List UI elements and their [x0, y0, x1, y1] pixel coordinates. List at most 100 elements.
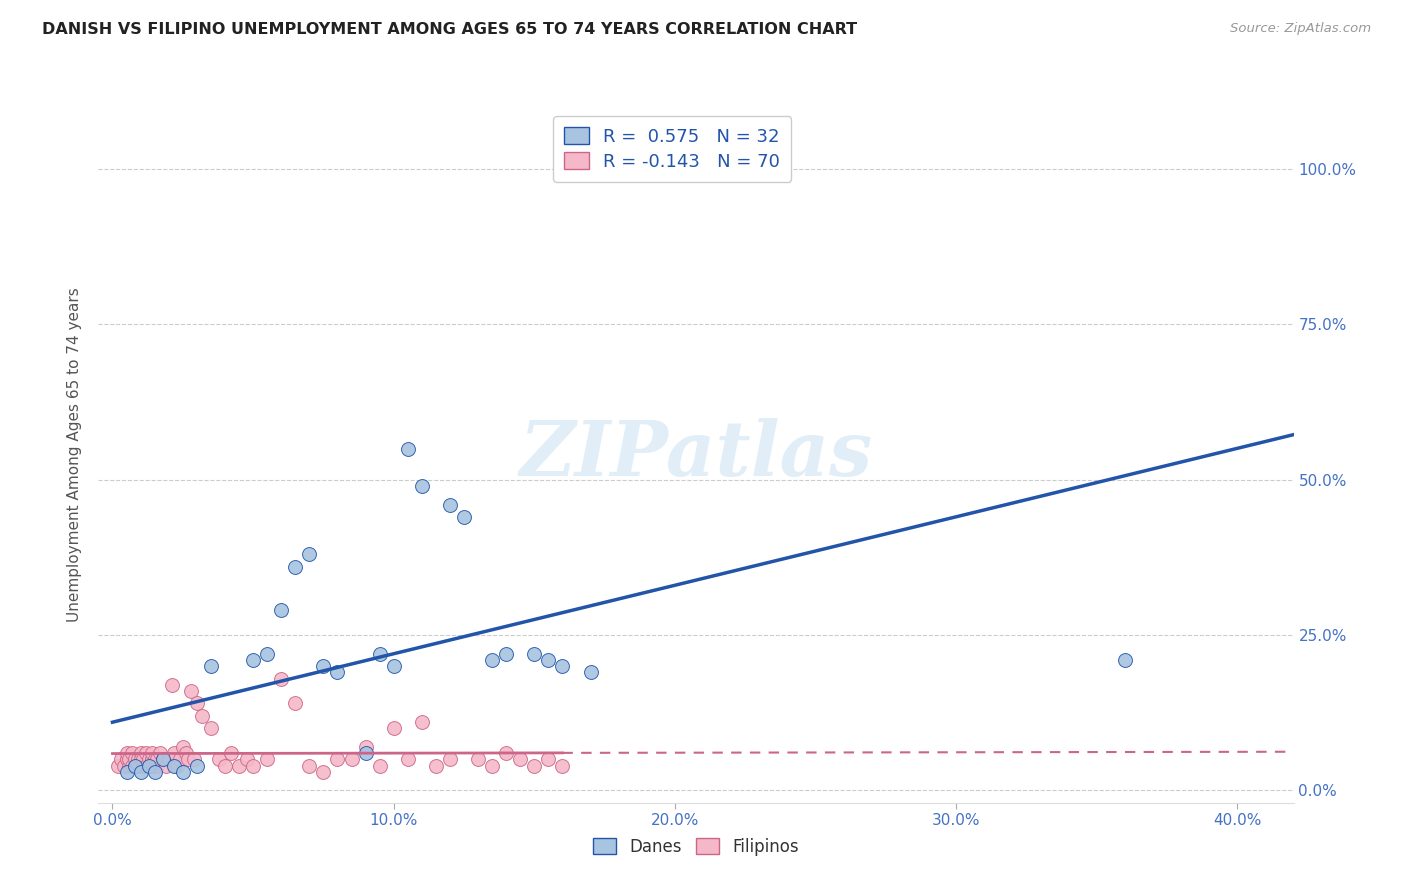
Point [242, 758, 264, 772]
Point [180, 684, 202, 698]
Point [163, 746, 186, 760]
Point [382, 659, 405, 673]
Point [121, 746, 143, 760]
Point [467, 752, 489, 766]
Point [298, 547, 321, 561]
Point [160, 678, 183, 692]
Point [124, 758, 146, 772]
Point [135, 746, 157, 760]
Point [143, 752, 166, 766]
Point [155, 758, 177, 772]
Point [183, 752, 205, 766]
Point [579, 665, 602, 680]
Point [495, 647, 517, 661]
Point [256, 752, 278, 766]
Point [163, 758, 186, 772]
Point [481, 758, 503, 772]
Point [186, 758, 208, 772]
Point [509, 752, 531, 766]
Text: Source: ZipAtlas.com: Source: ZipAtlas.com [1230, 22, 1371, 36]
Point [326, 752, 349, 766]
Point [242, 653, 264, 667]
Point [284, 697, 307, 711]
Point [186, 697, 208, 711]
Point [214, 758, 236, 772]
Point [382, 721, 405, 735]
Point [340, 752, 363, 766]
Point [270, 672, 292, 686]
Point [368, 647, 391, 661]
Point [228, 758, 250, 772]
Point [172, 739, 194, 754]
Point [191, 708, 214, 723]
Point [312, 764, 335, 779]
Point [411, 479, 433, 493]
Point [177, 752, 200, 766]
Point [326, 665, 349, 680]
Point [138, 752, 160, 766]
Point [166, 758, 188, 772]
Point [1114, 653, 1136, 667]
Point [481, 653, 503, 667]
Point [312, 659, 335, 673]
Point [523, 758, 546, 772]
Point [219, 746, 242, 760]
Point [368, 758, 391, 772]
Point [439, 752, 461, 766]
Point [141, 746, 163, 760]
Point [523, 647, 546, 661]
Point [208, 752, 231, 766]
Point [115, 746, 138, 760]
Point [174, 746, 197, 760]
Point [396, 752, 419, 766]
Point [110, 752, 132, 766]
Point [127, 758, 149, 772]
Point [284, 559, 307, 574]
Y-axis label: Unemployment Among Ages 65 to 74 years: Unemployment Among Ages 65 to 74 years [67, 287, 83, 623]
Point [270, 603, 292, 617]
Point [112, 758, 135, 772]
Point [132, 758, 155, 772]
Point [169, 752, 191, 766]
Point [256, 647, 278, 661]
Point [551, 758, 574, 772]
Point [138, 758, 160, 772]
Point [129, 752, 152, 766]
Point [200, 659, 222, 673]
Point [152, 752, 174, 766]
Point [152, 752, 174, 766]
Point [396, 442, 419, 456]
Point [118, 752, 141, 766]
Point [537, 653, 560, 667]
Point [354, 739, 377, 754]
Point [143, 758, 166, 772]
Point [298, 758, 321, 772]
Point [200, 721, 222, 735]
Point [439, 498, 461, 512]
Point [115, 752, 138, 766]
Legend: Danes, Filipinos: Danes, Filipinos [585, 830, 807, 864]
Point [453, 510, 475, 524]
Point [537, 752, 560, 766]
Point [143, 764, 166, 779]
Point [236, 752, 259, 766]
Point [127, 752, 149, 766]
Point [115, 764, 138, 779]
Point [172, 764, 194, 779]
Point [149, 746, 172, 760]
Text: DANISH VS FILIPINO UNEMPLOYMENT AMONG AGES 65 TO 74 YEARS CORRELATION CHART: DANISH VS FILIPINO UNEMPLOYMENT AMONG AG… [42, 22, 858, 37]
Point [129, 764, 152, 779]
Point [121, 758, 143, 772]
Point [146, 758, 169, 772]
Point [495, 746, 517, 760]
Point [551, 659, 574, 673]
Point [141, 752, 163, 766]
Text: ZIPatlas: ZIPatlas [519, 418, 873, 491]
Point [146, 752, 169, 766]
Point [354, 746, 377, 760]
Point [107, 758, 129, 772]
Point [124, 752, 146, 766]
Point [138, 758, 160, 772]
Point [425, 758, 447, 772]
Point [411, 714, 433, 729]
